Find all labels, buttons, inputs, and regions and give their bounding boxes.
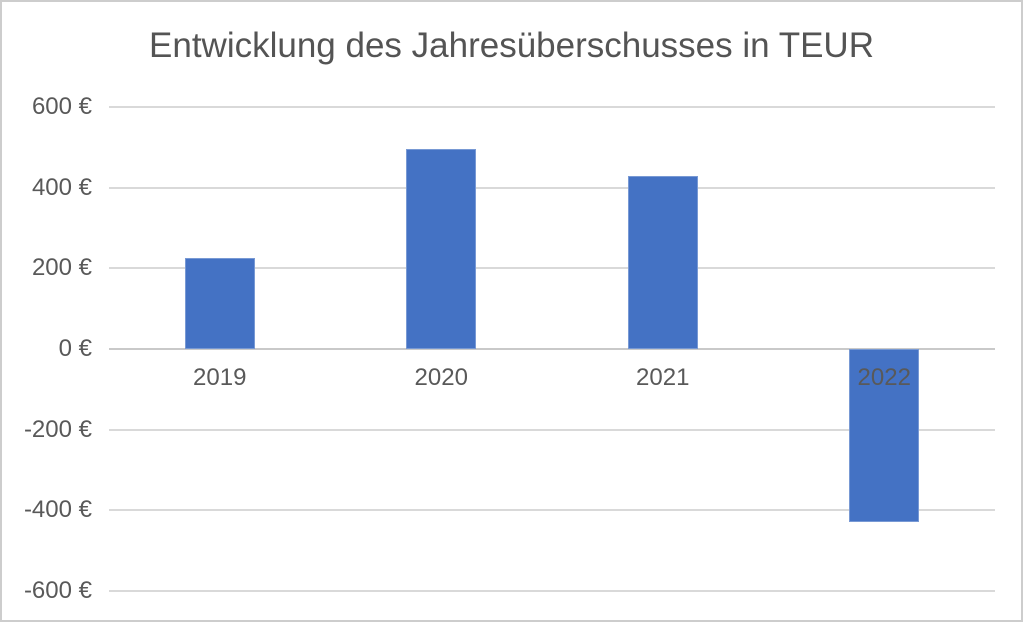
bar-2019 — [184, 258, 255, 349]
gridline — [109, 428, 995, 431]
gridline — [109, 509, 995, 512]
y-axis-tick-label: -200 € — [23, 415, 92, 443]
x-axis-category-label: 2021 — [636, 364, 690, 391]
gridline — [109, 267, 995, 270]
x-axis-category-label: 2020 — [414, 364, 468, 391]
plot-area — [109, 106, 995, 592]
y-axis-tick-label: 0 € — [58, 335, 92, 362]
x-axis-category-label: 2019 — [193, 364, 247, 391]
bar-2021 — [627, 175, 698, 349]
chart-title: Entwicklung des Jahresüberschusses in TE… — [149, 26, 874, 65]
y-axis-tick-label: -400 € — [23, 496, 92, 524]
x-axis-category-label: 2022 — [857, 364, 911, 391]
zero-axis-line — [109, 348, 995, 350]
gridline — [109, 106, 995, 108]
bar-2020 — [406, 149, 477, 349]
bar-2022 — [849, 349, 920, 523]
gridline — [109, 590, 995, 592]
y-axis-tick-label: 600 € — [31, 93, 92, 120]
y-axis-tick-label: 200 € — [31, 254, 92, 282]
gridline — [109, 186, 995, 189]
y-axis-tick-label: -600 € — [23, 577, 92, 604]
y-axis-tick-label: 400 € — [31, 173, 92, 201]
